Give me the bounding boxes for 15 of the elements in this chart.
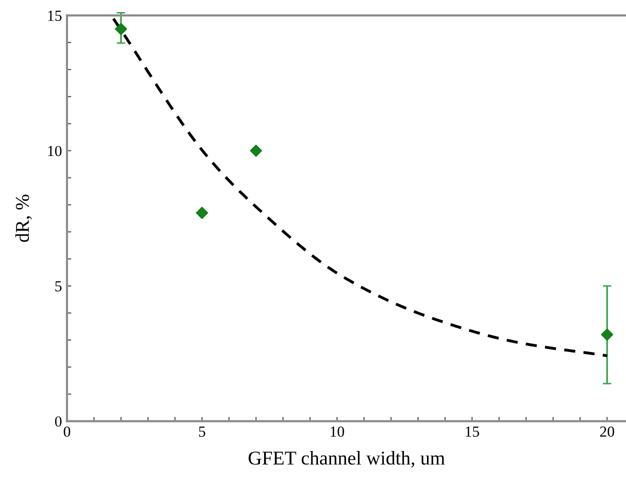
y-tick-label: 5 bbox=[55, 281, 62, 292]
y-tick-label: 0 bbox=[55, 416, 62, 427]
point bbox=[250, 144, 262, 157]
x-tick-label: 5 bbox=[199, 426, 206, 437]
point bbox=[601, 328, 614, 341]
x-tick-label: 20 bbox=[600, 426, 614, 437]
y-tick-label: 10 bbox=[48, 146, 62, 156]
y-tick-label: 15 bbox=[48, 10, 62, 21]
x-tick-label: 0 bbox=[64, 426, 70, 437]
point bbox=[114, 22, 128, 36]
y-axis-title: dR, % bbox=[15, 194, 32, 242]
x-axis-title: GFET channel width, um bbox=[248, 451, 445, 468]
x-tick-label: 15 bbox=[466, 426, 480, 437]
point bbox=[196, 206, 208, 219]
x-tick-label: 10 bbox=[330, 426, 344, 437]
